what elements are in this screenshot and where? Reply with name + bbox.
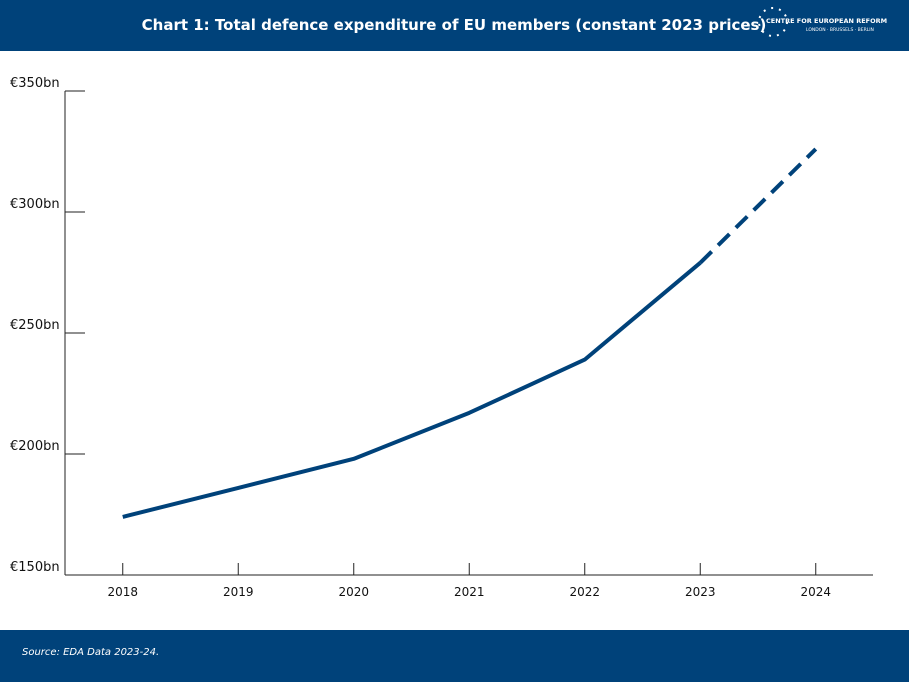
x-tick-label: 2020 [338,585,369,599]
x-tick-label: 2021 [454,585,485,599]
source-note: Source: EDA Data 2023-24. [22,647,159,658]
x-tick-label: 2018 [107,585,138,599]
x-tick-label: 2023 [685,585,716,599]
x-tick-label: 2019 [223,585,254,599]
x-tick-label: 2024 [800,585,831,599]
logo-cities: LONDON · BRUSSELS · BERLIN [806,27,874,33]
y-tick-label: €250bn [10,318,60,333]
header-bar [0,0,909,51]
line-series-projection [698,147,818,265]
logo: CENTRE FOR EUROPEAN REFORM LONDON · BRUS… [758,7,887,37]
line-series [122,261,702,519]
logo-stars [758,7,788,37]
x-tick-label: 2022 [569,585,600,599]
footer-bar [0,630,909,682]
y-tick-label: €200bn [10,439,60,454]
chart-title: Chart 1: Total defence expenditure of EU… [142,16,767,34]
y-tick-label: €150bn [10,560,60,575]
y-tick-label: €300bn [10,197,60,212]
logo-name: CENTRE FOR EUROPEAN REFORM [766,17,887,25]
y-tick-label: €350bn [10,76,60,91]
